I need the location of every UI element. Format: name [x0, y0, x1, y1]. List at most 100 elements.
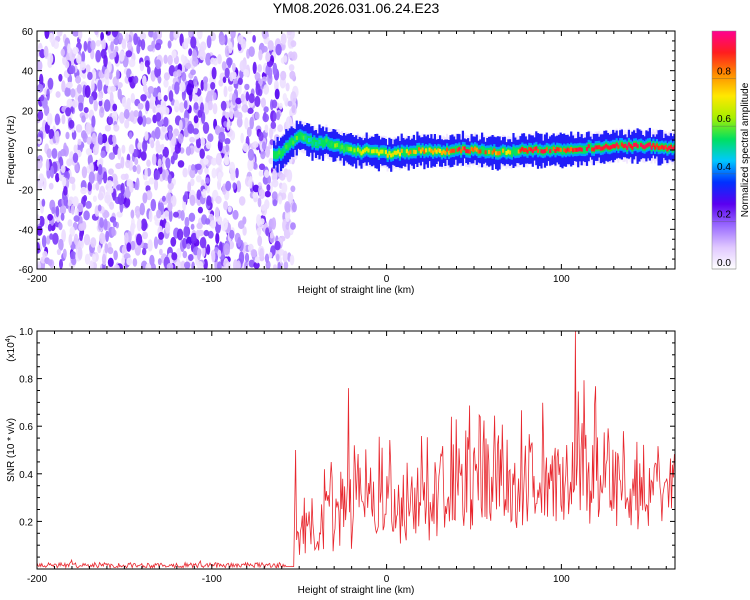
noise-speck — [287, 191, 294, 204]
noise-speck — [157, 75, 162, 84]
noise-speck — [269, 139, 274, 146]
noise-speck — [222, 76, 227, 84]
noise-speck — [56, 248, 62, 256]
noise-speck — [190, 36, 197, 49]
noise-speck — [252, 192, 258, 199]
ridge-cell — [486, 147, 489, 156]
noise-speck — [73, 233, 79, 246]
ridge-cell — [519, 148, 522, 153]
noise-speck — [165, 221, 171, 234]
noise-speck — [58, 222, 63, 231]
ridge-cell — [589, 143, 592, 151]
noise-speck — [112, 134, 117, 144]
ridge-cell — [493, 148, 496, 153]
noise-speck — [37, 180, 40, 191]
noise-speck — [117, 192, 125, 206]
noise-speck — [160, 143, 165, 150]
ridge-cell — [381, 149, 384, 154]
ridge-cell — [568, 148, 571, 153]
ridge-cell — [631, 145, 634, 150]
noise-speck — [218, 35, 226, 46]
colorbar-tick-label: 0.4 — [717, 162, 731, 173]
ridge-cell — [561, 147, 564, 156]
noise-speck — [170, 236, 177, 247]
noise-speck — [200, 79, 205, 91]
noise-speck — [199, 50, 206, 61]
noise-speck — [110, 85, 117, 92]
ridge-cell — [596, 145, 599, 150]
noise-speck — [142, 84, 148, 93]
noise-speck — [85, 64, 91, 73]
noise-speck — [83, 234, 91, 246]
ridge-cell — [339, 145, 342, 150]
noise-speck — [215, 195, 222, 204]
ridge-cell — [489, 147, 492, 155]
noise-speck — [99, 217, 104, 228]
noise-speck — [73, 215, 80, 223]
noise-speck — [195, 163, 202, 170]
noise-speck — [133, 110, 139, 118]
noise-speck — [113, 37, 120, 46]
noise-speck — [95, 49, 102, 63]
noise-speck — [282, 93, 287, 102]
noise-speck — [180, 210, 185, 221]
ridge-cell — [540, 149, 543, 154]
ridge-cell — [669, 144, 672, 149]
noise-speck — [247, 107, 254, 114]
noise-speck — [109, 53, 115, 60]
noise-speck — [62, 248, 67, 259]
ridge-cell — [467, 149, 470, 154]
snr-line-area — [37, 331, 675, 569]
noise-speck — [100, 150, 106, 159]
noise-speck — [45, 158, 50, 171]
noise-speck — [189, 194, 196, 206]
noise-speck — [52, 232, 59, 245]
noise-speck — [185, 62, 192, 70]
colorbar-label: Normalized spectral amplitude — [740, 82, 750, 217]
ridge-cell — [640, 142, 643, 147]
noise-speck — [235, 167, 239, 179]
noise-speck — [47, 213, 53, 221]
noise-speck — [130, 209, 135, 219]
noise-speck — [211, 249, 216, 263]
noise-speck — [240, 132, 244, 144]
noise-speck — [47, 77, 54, 90]
noise-speck — [214, 125, 221, 136]
noise-speck — [60, 48, 65, 57]
noise-speck — [272, 199, 278, 207]
noise-speck — [43, 104, 50, 116]
noise-speck — [66, 158, 73, 167]
noise-speck — [97, 192, 104, 201]
noise-speck — [232, 209, 239, 220]
ridge-cell — [624, 143, 627, 148]
noise-speck — [150, 140, 155, 149]
noise-speck — [104, 68, 110, 80]
noise-speck — [283, 55, 288, 63]
noise-speck — [81, 166, 88, 179]
ridge-cell — [342, 147, 346, 152]
noise-speck — [72, 31, 80, 37]
spectrogram-y-label: Frequency (Hz) — [6, 116, 17, 185]
noise-speck — [269, 126, 273, 140]
snr-panel: -200 -100 0 100 0.2 0.4 0.6 0.8 1.0 Height of s… — [5, 327, 676, 596]
noise-speck — [147, 65, 151, 75]
ridge-cell — [386, 153, 389, 158]
noise-speck — [132, 258, 138, 267]
noise-speck — [249, 175, 253, 189]
noise-speck — [177, 160, 185, 168]
noise-speck — [56, 31, 63, 37]
noise-speck — [136, 164, 141, 175]
noise-speck — [285, 116, 293, 129]
noise-speck — [65, 131, 70, 140]
noise-speck — [48, 128, 55, 140]
noise-speck — [196, 222, 203, 230]
noise-speck — [183, 100, 188, 110]
noise-speck — [233, 259, 238, 269]
noise-speck — [126, 242, 132, 252]
spectrogram-y-tick-label: -20 — [19, 186, 34, 197]
noise-speck — [47, 223, 53, 232]
ridge-cell — [619, 140, 622, 149]
ridge-cell — [358, 149, 361, 154]
noise-speck — [192, 49, 198, 62]
noise-speck — [100, 31, 104, 41]
